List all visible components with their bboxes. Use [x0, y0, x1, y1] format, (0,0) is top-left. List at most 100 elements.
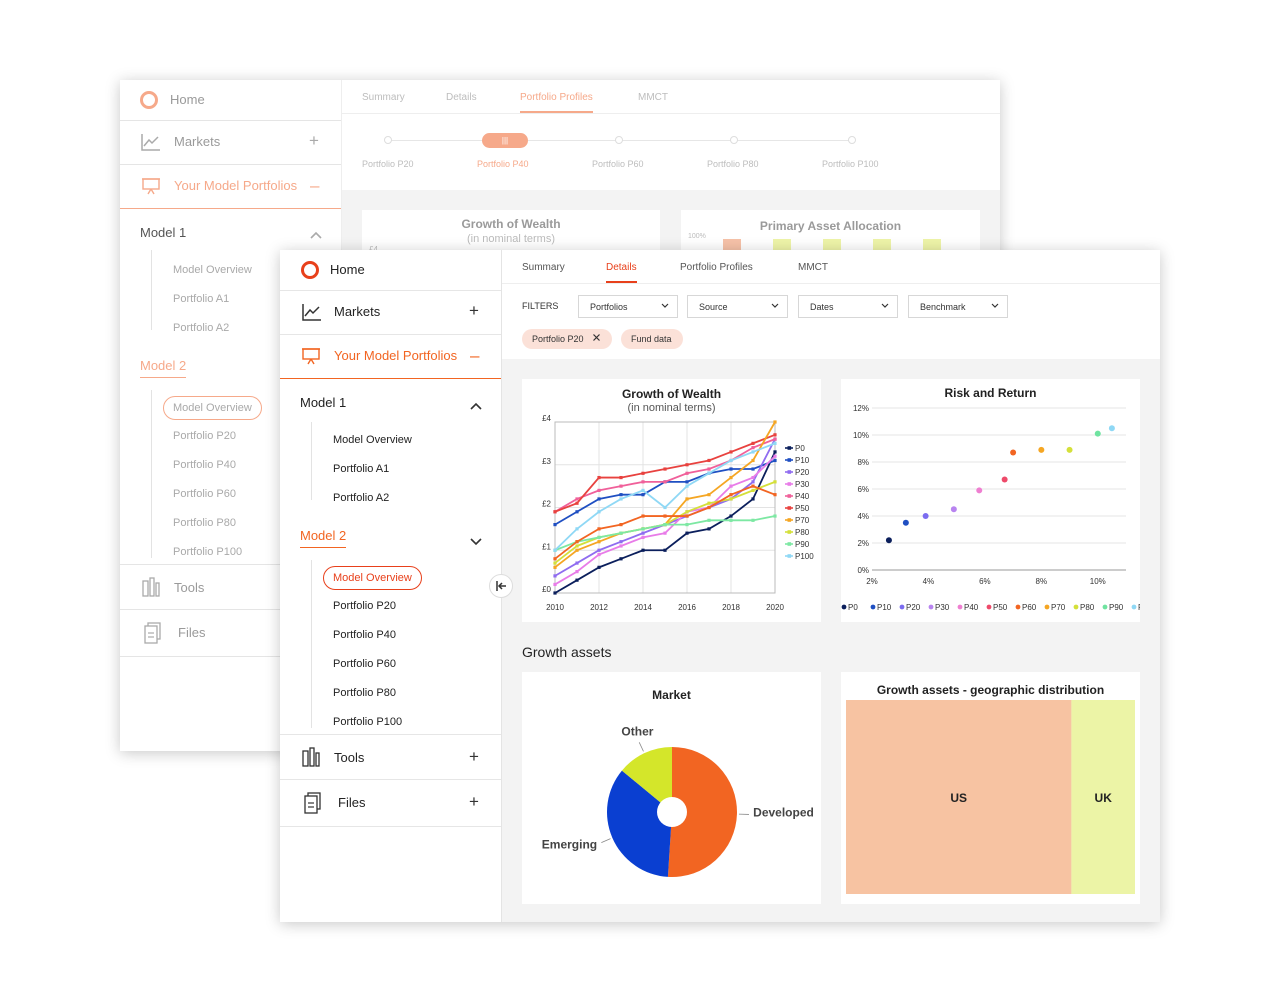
data-point — [575, 544, 579, 548]
tab-summary[interactable]: Summary — [522, 262, 565, 273]
plus-icon[interactable]: + — [469, 792, 479, 811]
model2-item[interactable]: Portfolio P20 — [333, 600, 396, 612]
back-model2-item[interactable]: Portfolio P100 — [173, 546, 243, 558]
x-tick-label: 2018 — [722, 603, 740, 612]
back-tab-mmct[interactable]: MMCT — [638, 92, 668, 103]
back-markets-label: Markets — [174, 134, 221, 149]
presentation-board-icon — [142, 177, 160, 200]
chevron-up-icon[interactable] — [310, 226, 322, 244]
data-point — [1001, 476, 1008, 483]
back-nav-model-portfolios[interactable]: Your Model Portfolios – — [120, 164, 341, 209]
back-model2-item[interactable]: Portfolio P80 — [173, 517, 236, 529]
filter-chip-fund-data[interactable]: Fund data — [621, 329, 683, 349]
data-point — [751, 488, 755, 492]
back-nav-files[interactable]: Files — [120, 608, 341, 657]
nav-markets[interactable]: Markets + — [280, 290, 501, 335]
back-model1-item[interactable]: Portfolio A1 — [173, 293, 230, 305]
data-point — [553, 591, 557, 595]
plus-icon[interactable]: + — [469, 747, 479, 766]
filter-chip-portfolio[interactable]: Portfolio P20 — [522, 329, 612, 349]
model2-item[interactable]: Portfolio P100 — [333, 716, 403, 728]
active-step-handle[interactable]: ||| — [482, 133, 528, 148]
back-card-allocation-title: Primary Asset Allocation — [759, 219, 902, 233]
collapse-sidebar-button[interactable] — [489, 574, 513, 598]
back-model2-item[interactable]: Portfolio P20 — [173, 430, 236, 442]
legend-label: P70 — [795, 516, 810, 525]
model1-item[interactable]: Model Overview — [333, 434, 412, 446]
back-model2-item-active[interactable]: Model Overview — [163, 396, 262, 420]
data-point — [729, 497, 733, 501]
tab-bar-divider — [502, 283, 1160, 284]
portfolios-dropdown[interactable]: Portfolios — [578, 295, 678, 318]
data-point — [553, 557, 557, 561]
risk-and-return-chart: 0% 2% 4% 6% 8% 10% 12% 2% 4% 6% 8% 10% P0 P10 P20 P30 P4… — [841, 404, 1140, 612]
legend-swatch-marker — [787, 518, 792, 522]
back-model2-item[interactable]: Portfolio P40 — [173, 459, 236, 471]
model2-item[interactable]: Portfolio P40 — [333, 629, 396, 641]
source-dropdown[interactable]: Source — [687, 295, 788, 318]
data-point — [773, 450, 777, 454]
nav-tools[interactable]: Tools + — [280, 734, 501, 780]
data-point — [751, 446, 755, 450]
data-point — [751, 467, 755, 471]
back-model2-item[interactable]: Portfolio P60 — [173, 488, 236, 500]
back-nav-tools[interactable]: Tools — [120, 564, 341, 610]
market-pie-chart: Developed Emerging Other — [542, 724, 814, 877]
treemap-cell-label: US — [950, 791, 967, 805]
data-point — [575, 501, 579, 505]
tools-label: Tools — [334, 750, 365, 765]
treemap-cell-label: UK — [1095, 791, 1113, 805]
filter-chip-label: Fund data — [631, 334, 672, 344]
legend-swatch — [957, 604, 963, 610]
tab-details[interactable]: Details — [606, 262, 637, 283]
data-point — [773, 454, 777, 458]
chevron-down-icon[interactable] — [470, 533, 482, 551]
model1-tree-line — [311, 422, 312, 500]
legend-label: P80 — [795, 528, 810, 537]
model1-item[interactable]: Portfolio A2 — [333, 492, 390, 504]
legend-label: P30 — [935, 603, 950, 612]
benchmark-dropdown[interactable]: Benchmark — [908, 295, 1008, 318]
legend-label: P90 — [1109, 603, 1124, 612]
tab-mmct[interactable]: MMCT — [798, 262, 828, 273]
data-point — [1038, 446, 1045, 453]
model2-item[interactable]: Portfolio P80 — [333, 687, 396, 699]
back-model1-item[interactable]: Model Overview — [173, 264, 252, 276]
data-point — [619, 531, 623, 535]
back-card-growth-tick: £4 — [369, 245, 378, 254]
back-tab-portfolio-profiles[interactable]: Portfolio Profiles — [520, 92, 593, 113]
step-dot[interactable] — [615, 136, 623, 144]
plus-icon[interactable]: + — [309, 131, 319, 150]
series-line — [554, 485, 776, 560]
tab-portfolio-profiles[interactable]: Portfolio Profiles — [680, 262, 753, 273]
data-point — [729, 484, 733, 488]
model2-item[interactable]: Portfolio P60 — [333, 658, 396, 670]
pie-slice-label: Developed — [753, 805, 814, 819]
chevron-up-icon[interactable] — [470, 397, 482, 415]
plus-icon[interactable]: + — [469, 301, 479, 320]
step-label: Portfolio P60 — [592, 159, 644, 169]
back-nav-home[interactable]: Home — [120, 80, 341, 121]
back-model2-label[interactable]: Model 2 — [140, 358, 187, 378]
legend-swatch-marker — [787, 530, 792, 534]
model2-item-active[interactable]: Model Overview — [323, 566, 422, 590]
back-model1-item[interactable]: Portfolio A2 — [173, 322, 230, 334]
minus-icon[interactable]: – — [310, 176, 320, 195]
model1-label[interactable]: Model 1 — [300, 395, 347, 410]
model2-label[interactable]: Model 2 — [300, 528, 347, 548]
back-tab-summary[interactable]: Summary — [362, 92, 405, 103]
back-tab-details[interactable]: Details — [446, 92, 477, 103]
nav-model-portfolios[interactable]: Your Model Portfolios – — [280, 334, 501, 379]
step-dot[interactable] — [848, 136, 856, 144]
back-model1-label[interactable]: Model 1 — [140, 225, 187, 240]
model1-item[interactable]: Portfolio A1 — [333, 463, 390, 475]
step-dot[interactable] — [384, 136, 392, 144]
close-icon[interactable] — [592, 333, 601, 344]
minus-icon[interactable]: – — [470, 346, 480, 365]
nav-home[interactable]: Home — [280, 250, 501, 291]
dates-dropdown[interactable]: Dates — [798, 295, 898, 318]
nav-files[interactable]: Files + — [280, 778, 501, 827]
chevron-down-icon — [661, 300, 669, 314]
back-nav-markets[interactable]: Markets + — [120, 120, 341, 165]
step-dot[interactable] — [730, 136, 738, 144]
